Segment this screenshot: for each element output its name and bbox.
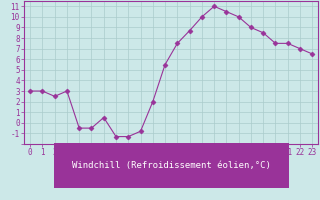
X-axis label: Windchill (Refroidissement éolien,°C): Windchill (Refroidissement éolien,°C)	[72, 161, 271, 170]
